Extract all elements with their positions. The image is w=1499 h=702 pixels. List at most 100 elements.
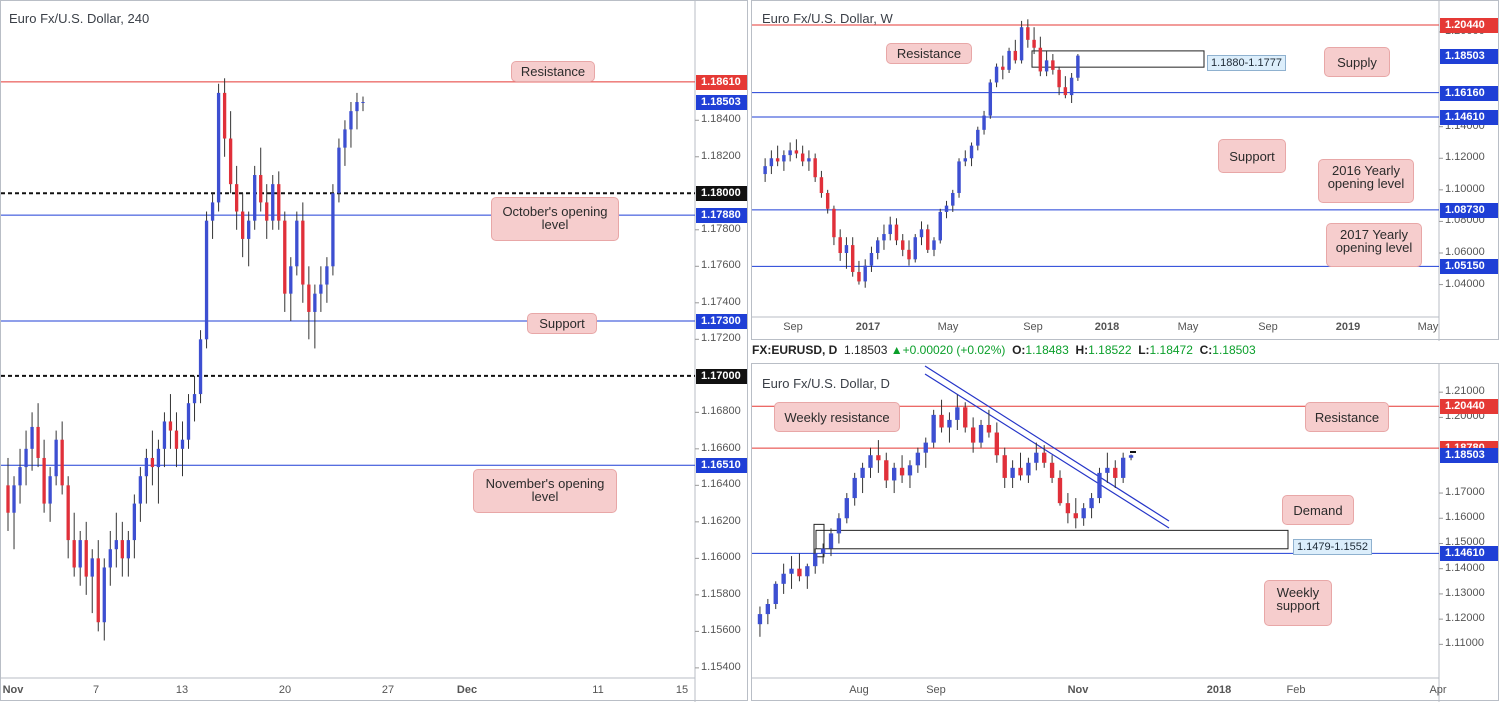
- daily-demand-zone-label: 1.1479-1.1552: [1293, 539, 1372, 555]
- weekly-supply-zone[interactable]: [1031, 50, 1205, 68]
- h4-candle-body: [277, 184, 281, 221]
- infobar-change: +0.00020 (+0.02%): [902, 343, 1006, 357]
- weekly-price-tag-3: 1.14610: [1440, 110, 1498, 126]
- h4-candle-body: [174, 430, 179, 449]
- daily-candle-body: [860, 467, 865, 478]
- daily-candle-body: [955, 407, 960, 420]
- chart-panel-weekly[interactable]: Euro Fx/U.S. Dollar, W 1.200001.140001.1…: [751, 0, 1499, 341]
- h4-candle-body: [361, 102, 365, 104]
- weekly-candle-body: [782, 155, 786, 162]
- daily-weekly-support-annotation: Weekly support: [1264, 580, 1332, 626]
- h4-candle-body: [301, 220, 305, 285]
- h4-candle-body: [114, 540, 118, 550]
- weekly-candle-body: [994, 66, 999, 83]
- h4-ytick-label: 1.15400: [701, 660, 741, 673]
- chart-panel-h4[interactable]: Euro Fx/U.S. Dollar, 240 1.18400 1.18200 1…: [0, 0, 749, 702]
- weekly-supply-annotation: Supply: [1324, 47, 1390, 77]
- weekly-candle-body: [1001, 66, 1005, 70]
- h4-candle-body: [42, 457, 46, 504]
- weekly-candle-body: [919, 229, 924, 238]
- daily-trendline-0[interactable]: [924, 365, 1170, 522]
- weekly-price-tag-2: 1.16160: [1440, 85, 1498, 101]
- weekly-candlestick-chart[interactable]: [752, 1, 1499, 341]
- h4-xtick-label: 15: [675, 684, 689, 696]
- daily-candle-body: [931, 414, 936, 443]
- h4-november-opening-annotation: November's opening level: [473, 469, 617, 513]
- weekly-ytick-label: 1.12000: [1445, 151, 1485, 164]
- daily-ytick-label: 1.12000: [1445, 612, 1485, 625]
- daily-candle-body: [1120, 457, 1126, 478]
- daily-candle-body: [994, 432, 999, 456]
- h4-ytick-label: 1.15600: [701, 624, 741, 637]
- weekly-2017-yearly-annotation: 2017 Yearly opening level: [1326, 223, 1422, 267]
- weekly-candle-body: [901, 240, 905, 250]
- h4-candle-body: [271, 184, 275, 221]
- daily-ytick-label: 1.17000: [1445, 486, 1485, 499]
- daily-candle-body: [781, 573, 786, 584]
- h4-candle-body: [295, 220, 299, 267]
- daily-demand-zone[interactable]: [815, 529, 1289, 550]
- h4-candle-body: [265, 202, 269, 221]
- daily-candle-body: [1034, 452, 1039, 463]
- weekly-candle-body: [969, 145, 974, 159]
- daily-ytick-label: 1.11000: [1445, 637, 1484, 650]
- h4-xtick-label: Dec: [456, 684, 478, 696]
- weekly-candle-body: [1013, 50, 1018, 61]
- h4-candle-body: [108, 549, 112, 568]
- h4-candle-body: [30, 426, 34, 449]
- daily-candle-body: [1002, 455, 1007, 478]
- chart-panel-daily[interactable]: Euro Fx/U.S. Dollar, D 1.21000 1.20000 1.1…: [751, 363, 1499, 702]
- daily-demand-annotation: Demand: [1282, 495, 1354, 525]
- weekly-candle-body: [875, 240, 880, 253]
- daily-candle-body: [1065, 503, 1071, 514]
- h4-candlestick-chart[interactable]: [1, 1, 749, 702]
- daily-trendline-1[interactable]: [924, 373, 1170, 529]
- daily-xtick-label: Nov: [1067, 684, 1089, 696]
- weekly-candle-body: [763, 166, 767, 175]
- h4-candle-body: [144, 457, 149, 477]
- daily-candle-body: [820, 548, 826, 554]
- weekly-candle-body: [1038, 47, 1043, 72]
- weekly-candle-body: [1007, 50, 1011, 70]
- h4-candle-body: [72, 540, 76, 568]
- weekly-resistance-annotation: Resistance: [886, 43, 972, 64]
- h4-ytick-label: 1.17200: [701, 332, 741, 345]
- daily-price-tag-2: 1.18503: [1440, 448, 1498, 464]
- h4-candle-body: [198, 339, 203, 395]
- weekly-candle-body: [976, 129, 980, 146]
- weekly-candle-body: [888, 224, 892, 235]
- h4-candle-body: [216, 92, 221, 203]
- daily-candle-body: [844, 498, 849, 519]
- daily-candle-body: [1105, 467, 1110, 473]
- weekly-candle-body: [913, 237, 917, 260]
- daily-candle-body: [852, 477, 857, 499]
- weekly-xtick-label: 2017: [855, 321, 881, 333]
- h4-candle-body: [126, 540, 130, 559]
- infobar-open-label: O:: [1012, 343, 1026, 357]
- weekly-candle-body: [926, 229, 930, 250]
- weekly-price-tag-0: 1.20440: [1440, 18, 1498, 33]
- h4-candle-body: [96, 558, 100, 623]
- weekly-candle-body: [869, 253, 874, 266]
- weekly-xtick-label: Sep: [783, 321, 803, 333]
- h4-candle-body: [102, 567, 106, 623]
- weekly-support-annotation: Support: [1218, 139, 1286, 173]
- daily-candle-body: [765, 604, 771, 615]
- weekly-candle-body: [907, 249, 911, 260]
- h4-ytick-label: 1.17400: [701, 295, 741, 308]
- weekly-candle-body: [1044, 60, 1049, 72]
- h4-candle-body: [259, 175, 263, 203]
- daily-candlestick-chart[interactable]: [752, 364, 1499, 702]
- h4-candle-body: [156, 448, 161, 468]
- h4-candle-body: [168, 421, 173, 431]
- h4-xtick-label: 11: [592, 684, 604, 696]
- daily-weekly-resistance-annotation: Weekly resistance: [774, 402, 900, 432]
- weekly-candle-body: [857, 271, 861, 282]
- weekly-chart-title: Euro Fx/U.S. Dollar, W: [762, 11, 893, 26]
- daily-candle-body: [836, 518, 842, 534]
- daily-candle-body: [939, 414, 944, 428]
- daily-candle-body: [876, 455, 881, 461]
- weekly-candle-body: [1063, 87, 1068, 96]
- h4-candle-body: [343, 129, 347, 148]
- h4-candle-body: [186, 403, 191, 440]
